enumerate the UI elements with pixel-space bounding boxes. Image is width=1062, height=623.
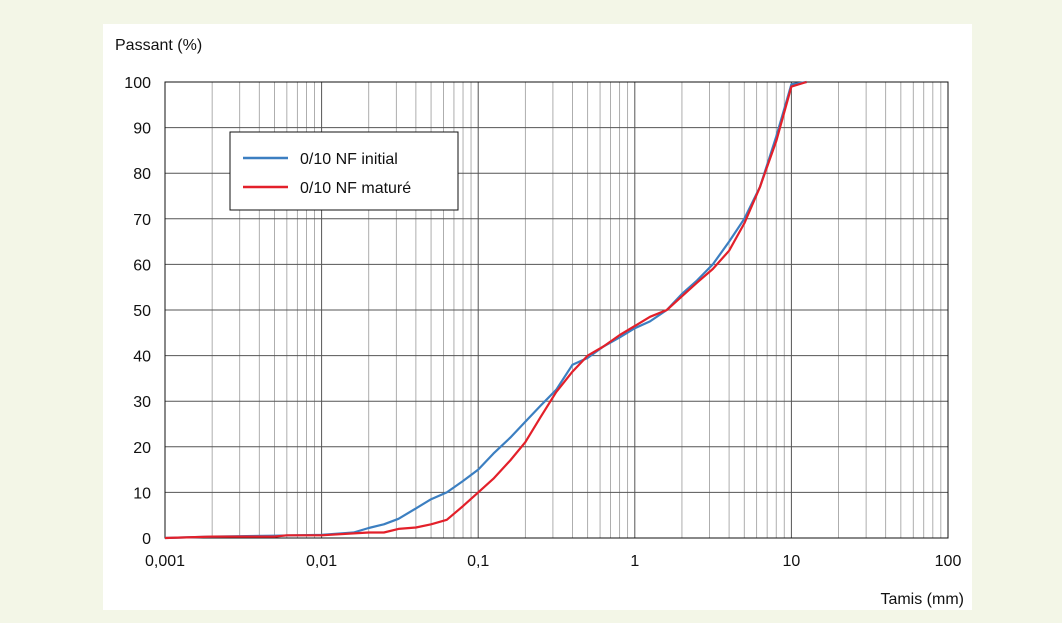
y-axis-label: Passant (%) [115, 37, 202, 54]
plot-border [164, 81, 949, 539]
y-tick-label: 90 [133, 121, 151, 138]
y-tick-label: 20 [133, 440, 151, 457]
x-tick-label: 10 [783, 553, 801, 570]
grading-curve-chart: 0 10 20 30 40 50 60 70 80 90 100 0,001 0,01 0,1 1 10 10… [115, 37, 964, 608]
legend-box [229, 131, 459, 211]
x-tick-label: 1 [630, 553, 639, 570]
x-tick-label: 0,1 [467, 553, 489, 570]
series-lines [164, 80, 807, 540]
y-tick-label: 0 [142, 531, 151, 548]
series-line-1 [164, 80, 807, 540]
y-tick-label: 30 [133, 394, 151, 411]
y-tick-label: 80 [133, 166, 151, 183]
legend-label-initial: 0/10 NF initial [300, 151, 398, 168]
x-tick-label: 0,001 [145, 553, 185, 570]
x-axis-label: Tamis (mm) [880, 591, 964, 608]
y-tick-label: 100 [124, 75, 151, 92]
y-tick-label: 40 [133, 349, 151, 366]
y-tick-labels: 0 10 20 30 40 50 60 70 80 90 100 [124, 75, 151, 548]
series-line-0 [164, 80, 807, 540]
y-tick-label: 60 [133, 257, 151, 274]
y-tick-label: 10 [133, 485, 151, 502]
y-tick-label: 70 [133, 212, 151, 229]
y-tick-label: 50 [133, 303, 151, 320]
legend: 0/10 NF initial 0/10 NF maturé [229, 131, 459, 211]
legend-label-mature: 0/10 NF maturé [300, 180, 411, 197]
x-tick-labels: 0,001 0,01 0,1 1 10 100 [145, 553, 961, 570]
x-tick-label: 0,01 [306, 553, 337, 570]
chart-frame: 0 10 20 30 40 50 60 70 80 90 100 0,001 0,01 0,1 1 10 10… [103, 24, 972, 610]
x-tick-label: 100 [935, 553, 962, 570]
